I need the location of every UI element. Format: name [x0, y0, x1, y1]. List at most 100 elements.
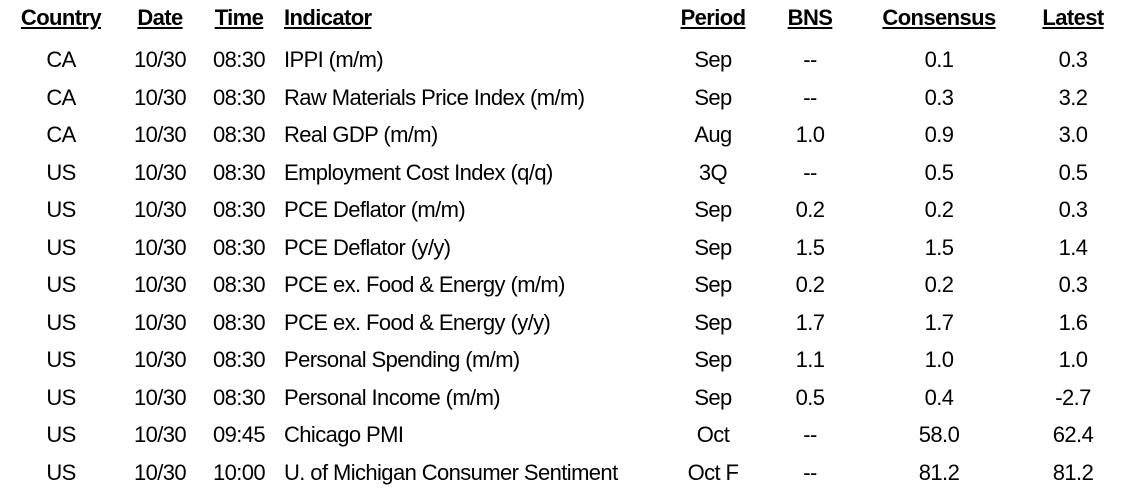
latest-cell: 0.3 [1058, 47, 1088, 72]
time-cell: 08:30 [212, 122, 266, 147]
latest-cell: 1.0 [1058, 347, 1088, 372]
header-country: Country [20, 5, 102, 30]
indicator-cell: Personal Income (m/m) [284, 384, 501, 410]
bns-cell: 0.5 [795, 384, 825, 410]
time-cell: 08:30 [212, 309, 266, 335]
time-cell: 08:30 [212, 47, 266, 72]
country-cell: US [46, 272, 76, 297]
consensus-cell: 0.3 [924, 84, 954, 110]
latest-cell: 1.4 [1058, 234, 1088, 260]
indicator-cell: PCE ex. Food & Energy (y/y) [284, 309, 551, 335]
date-cell: 10/30 [133, 272, 187, 297]
latest-cell: 0.3 [1058, 197, 1088, 222]
country-cell: CA [46, 122, 76, 147]
bns-cell: 1.5 [795, 234, 825, 260]
period-cell: Aug [694, 122, 732, 147]
time-cell: 08:30 [212, 234, 266, 260]
period-cell: Oct [696, 422, 730, 447]
indicator-cell: IPPI (m/m) [284, 47, 384, 72]
latest-cell: 3.2 [1058, 84, 1088, 110]
date-cell: 10/30 [133, 384, 187, 410]
date-cell: 10/30 [133, 47, 187, 72]
country-cell: US [46, 197, 76, 222]
period-cell: Sep [694, 347, 732, 372]
period-cell: Oct F [687, 459, 739, 485]
consensus-cell: 1.7 [924, 309, 954, 335]
bns-cell: 0.2 [795, 272, 825, 297]
consensus-cell: 0.9 [924, 122, 954, 147]
consensus-cell: 0.4 [924, 384, 954, 410]
period-cell: Sep [694, 197, 732, 222]
time-cell: 09:45 [212, 422, 266, 447]
country-cell: US [46, 459, 76, 485]
indicator-cell: U. of Michigan Consumer Sentiment [284, 459, 618, 485]
date-cell: 10/30 [133, 459, 187, 485]
indicator-cell: PCE Deflator (y/y) [284, 234, 451, 260]
country-cell: US [46, 384, 76, 410]
period-cell: Sep [694, 84, 732, 110]
date-cell: 10/30 [133, 422, 187, 447]
latest-cell: 62.4 [1052, 422, 1094, 447]
bns-cell: -- [803, 84, 817, 110]
consensus-cell: 1.0 [924, 347, 954, 372]
bns-cell: -- [803, 159, 817, 185]
time-cell: 08:30 [212, 84, 266, 110]
period-cell: Sep [694, 384, 732, 410]
consensus-cell: 1.5 [924, 234, 954, 260]
indicator-cell: Raw Materials Price Index (m/m) [284, 84, 585, 110]
bns-cell: 0.2 [795, 197, 825, 222]
country-cell: US [46, 422, 76, 447]
date-cell: 10/30 [133, 159, 187, 185]
date-cell: 10/30 [133, 347, 187, 372]
indicator-cell: Personal Spending (m/m) [284, 347, 520, 372]
date-cell: 10/30 [133, 122, 187, 147]
time-cell: 08:30 [212, 347, 266, 372]
period-cell: Sep [694, 272, 732, 297]
consensus-cell: 0.2 [924, 272, 954, 297]
header-indicator: Indicator [284, 5, 372, 30]
indicator-cell: Chicago PMI [284, 422, 404, 447]
indicator-cell: Employment Cost Index (q/q) [284, 159, 553, 185]
bns-cell: 1.1 [795, 347, 825, 372]
bns-cell: 1.7 [795, 309, 825, 335]
header-period: Period [680, 5, 746, 30]
period-cell: 3Q [698, 159, 728, 185]
period-cell: Sep [694, 234, 732, 260]
bns-cell: 1.0 [795, 122, 825, 147]
date-cell: 10/30 [133, 309, 187, 335]
latest-cell: -2.7 [1055, 384, 1091, 410]
latest-cell: 0.5 [1058, 159, 1088, 185]
time-cell: 08:30 [212, 384, 266, 410]
country-cell: CA [46, 47, 76, 72]
time-cell: 10:00 [212, 459, 266, 485]
time-cell: 08:30 [212, 197, 266, 222]
country-cell: US [46, 234, 76, 260]
period-cell: Sep [694, 47, 732, 72]
bns-cell: -- [803, 422, 817, 447]
country-cell: US [46, 309, 76, 335]
date-cell: 10/30 [133, 234, 187, 260]
header-latest: Latest [1042, 5, 1104, 30]
indicator-cell: Real GDP (m/m) [284, 122, 438, 147]
date-cell: 10/30 [133, 197, 187, 222]
consensus-cell: 81.2 [918, 459, 960, 485]
consensus-cell: 0.2 [924, 197, 954, 222]
country-cell: CA [46, 84, 76, 110]
header-time: Time [214, 5, 264, 30]
country-cell: US [46, 159, 76, 185]
period-cell: Sep [694, 309, 732, 335]
latest-cell: 0.3 [1058, 272, 1088, 297]
header-bns: BNS [787, 5, 833, 30]
latest-cell: 81.2 [1052, 459, 1094, 485]
time-cell: 08:30 [212, 272, 266, 297]
consensus-cell: 58.0 [918, 422, 960, 447]
consensus-cell: 0.5 [924, 159, 954, 185]
date-cell: 10/30 [133, 84, 187, 110]
country-cell: US [46, 347, 76, 372]
consensus-cell: 0.1 [924, 47, 954, 72]
bns-cell: -- [803, 47, 817, 72]
indicator-cell: PCE Deflator (m/m) [284, 197, 466, 222]
indicator-cell: PCE ex. Food & Energy (m/m) [284, 272, 565, 297]
time-cell: 08:30 [212, 159, 266, 185]
